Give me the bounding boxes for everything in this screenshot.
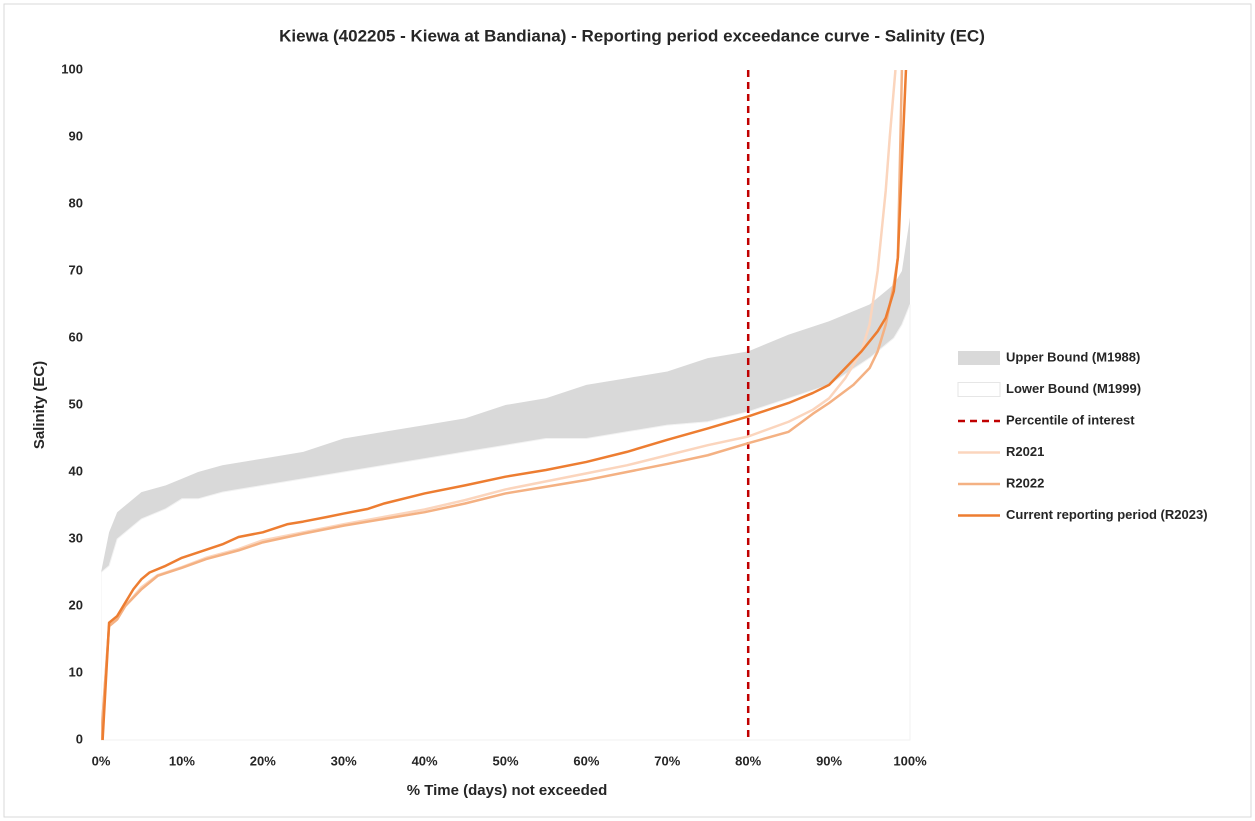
y-tick-label: 100	[61, 61, 83, 76]
plot-area	[101, 70, 911, 741]
x-tick-label: 0%	[92, 753, 111, 768]
y-tick-label: 80	[69, 195, 83, 210]
legend-swatch	[957, 382, 1001, 397]
legend-label: Upper Bound (M1988)	[1006, 349, 1140, 364]
legend-label: Percentile of interest	[1006, 412, 1135, 427]
y-tick-label: 40	[69, 463, 83, 478]
legend-label: R2021	[1006, 444, 1044, 459]
legend-swatch	[958, 351, 1000, 365]
x-tick-label: 70%	[654, 753, 680, 768]
x-tick-label: 80%	[735, 753, 761, 768]
x-tick-label: 20%	[250, 753, 276, 768]
y-tick-label: 20	[69, 597, 83, 612]
x-tick-label: 60%	[573, 753, 599, 768]
y-tick-label: 70	[69, 262, 83, 277]
y-tick-label: 0	[76, 731, 83, 746]
legend-label: Current reporting period (R2023)	[1006, 507, 1208, 522]
y-tick-label: 60	[69, 329, 83, 344]
x-tick-label: 90%	[816, 753, 842, 768]
band-area	[101, 304, 911, 741]
x-tick-label: 40%	[412, 753, 438, 768]
series-line	[101, 70, 908, 741]
x-tick-label: 10%	[169, 753, 195, 768]
legend-label: Lower Bound (M1999)	[1006, 381, 1141, 396]
y-tick-label: 30	[69, 530, 83, 545]
y-tick-label: 50	[69, 396, 83, 411]
x-tick-label: 30%	[331, 753, 357, 768]
y-tick-label: 10	[69, 664, 83, 679]
y-axis-label: Salinity (EC)	[31, 361, 48, 449]
y-tick-label: 90	[69, 128, 83, 143]
x-axis-label: % Time (days) not exceeded	[407, 782, 608, 799]
chart-title: Kiewa (402205 - Kiewa at Bandiana) - Rep…	[279, 26, 985, 45]
series-line	[101, 70, 904, 741]
legend-label: R2022	[1006, 475, 1044, 490]
x-tick-label: 100%	[893, 753, 927, 768]
x-tick-label: 50%	[492, 753, 518, 768]
